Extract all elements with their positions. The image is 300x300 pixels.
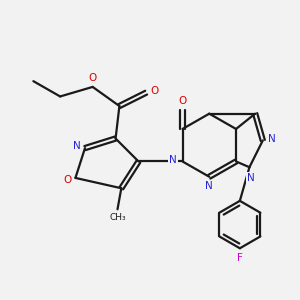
Text: O: O [88, 74, 97, 83]
Text: N: N [205, 181, 212, 191]
Text: CH₃: CH₃ [109, 213, 126, 222]
Text: F: F [237, 253, 243, 263]
Text: O: O [178, 96, 187, 106]
Text: N: N [73, 141, 80, 151]
Text: N: N [169, 154, 177, 165]
Text: N: N [268, 134, 276, 143]
Text: N: N [248, 173, 255, 183]
Text: O: O [63, 175, 71, 185]
Text: O: O [151, 86, 159, 96]
